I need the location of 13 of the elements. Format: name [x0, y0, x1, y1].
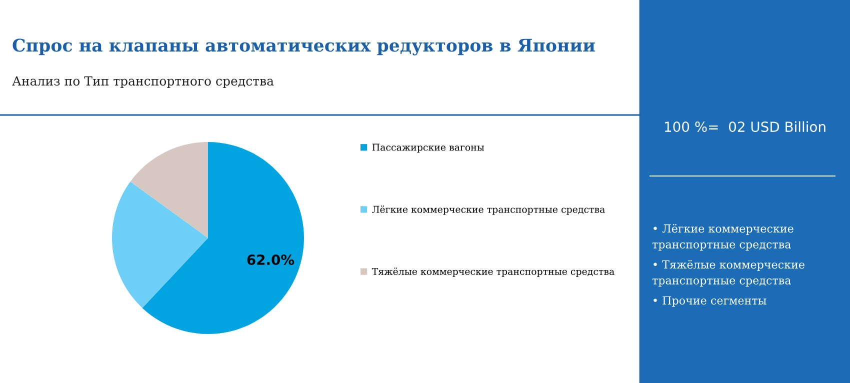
text: • Лёгкие коммерческие транспортные средства [652, 224, 794, 251]
pie-slice [142, 142, 304, 334]
chart-subtitle: Анализ по Тип транспортного средства [12, 76, 274, 88]
text: • Тяжёлые коммерческие транспортные средства [652, 260, 804, 287]
data-label: 62.0% [247, 254, 294, 265]
text: 100 %= 02 USD Billion [665, 121, 826, 132]
pie-slice [130, 142, 208, 238]
legend-label: Тяжёлые коммерческие транспортные средства [372, 268, 614, 277]
legend-label: Пассажирские вагоны [372, 144, 484, 153]
legend-label: Лёгкие коммерческие транспортные средства [372, 206, 605, 215]
pie-slice [112, 182, 208, 308]
chart-title: Спрос на клапаны автоматических редукторов в Японии [12, 38, 595, 56]
text: • Прочие сегменты [654, 296, 766, 307]
